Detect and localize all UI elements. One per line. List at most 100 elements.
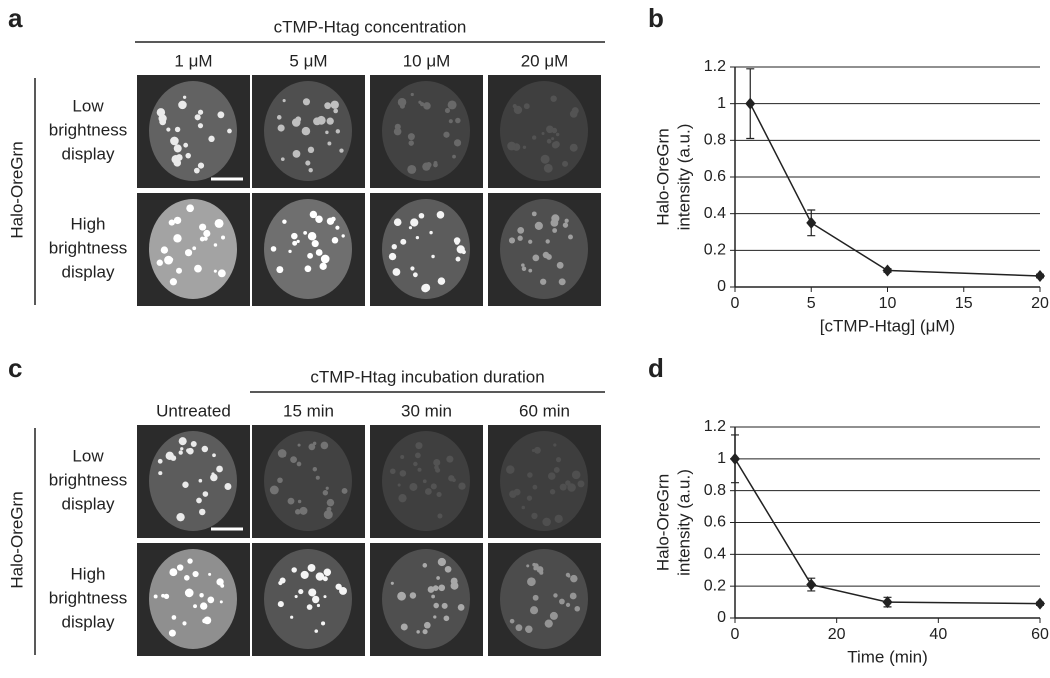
speckle [515,624,523,632]
speckle [529,606,539,615]
speckle [192,246,197,251]
speckle [294,509,301,515]
speckle [306,604,313,610]
speckle [288,249,292,254]
x-tick-label: 5 [807,295,816,312]
y-tick-label: 0 [717,609,726,626]
speckle [297,443,301,447]
x-tick-label: 0 [731,295,740,312]
speckle [513,488,521,496]
speckle [397,591,406,601]
speckle [331,237,339,244]
speckle [296,239,300,244]
speckle [558,278,566,286]
speckle [426,162,432,168]
speckle [417,467,422,472]
speckle [170,455,177,461]
speckle [521,263,525,267]
speckle [400,238,407,245]
speckle [341,234,345,238]
speckle [303,230,308,235]
speckle [213,243,218,247]
speckle [437,277,446,285]
speckle [308,588,317,597]
speckle [565,602,571,608]
speckle [552,228,558,233]
speckle [455,256,461,262]
speckle [173,216,182,225]
speckle [574,605,581,612]
speckle [565,480,571,486]
speckle [341,488,348,494]
speckle [216,578,224,586]
speckle [208,572,212,576]
speckle [393,127,402,136]
speckle [408,140,414,146]
marker [1035,597,1045,610]
speckle [186,204,194,213]
speckle [569,143,578,152]
speckle [436,576,440,580]
y-axis-label: intensity (a.u.) [674,469,693,576]
speckle [507,141,517,151]
row-label: display [62,144,115,163]
speckle [433,162,438,168]
panel-letter: b [648,3,664,33]
x-tick-label: 20 [1031,295,1049,312]
speckle [307,231,317,241]
y-axis-label: Halo-OreGrn [653,128,672,225]
column-label: 10 μM [403,51,451,70]
speckle [431,254,435,259]
speckle [527,472,533,478]
panel-letter: d [648,353,664,383]
speckle [413,461,418,467]
speckle [315,475,320,480]
speckle [436,491,442,498]
x-tick-label: 20 [828,626,846,643]
speckle [400,623,408,631]
speckle [423,102,431,110]
row-label: Low [72,96,104,115]
speckle [540,154,550,164]
speckle [160,246,169,254]
speckle [526,564,530,568]
speckle [457,604,465,611]
speckle [213,269,217,273]
speckle [551,214,560,223]
speckle [517,226,525,234]
speckle [182,621,187,626]
speckle [458,482,466,490]
speckle [169,278,178,286]
speckle [452,478,456,482]
speckle [169,257,174,262]
speckle [308,167,313,173]
speckle [330,216,336,222]
speckle [569,110,578,118]
y-tick-label: 0.2 [704,577,726,594]
y-tick-label: 0.2 [704,242,726,259]
speckle [279,577,286,584]
nucleus [500,431,588,531]
x-tick-label: 10 [879,295,897,312]
speckle [276,115,282,120]
column-label: 1 μM [174,51,212,70]
speckle [304,265,312,273]
speckle [315,215,323,223]
speckle [320,441,329,450]
speckle [308,443,316,451]
speckle [203,616,212,625]
speckle [190,441,197,447]
speckle [314,629,319,633]
y-tick-label: 1.2 [704,418,726,435]
y-tick-label: 1 [717,95,726,112]
speckle [427,586,435,593]
speckle [559,598,565,605]
speckle [531,211,537,217]
panel-letter: c [8,353,22,383]
column-label: 5 μM [289,51,327,70]
speckle [423,621,431,629]
speckle [412,272,418,278]
speckle [446,455,454,463]
speckle [184,574,190,581]
speckle [294,594,298,599]
